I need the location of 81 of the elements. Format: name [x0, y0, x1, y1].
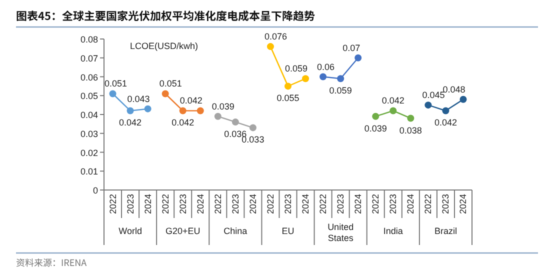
text: EU [282, 226, 294, 236]
x-tick-label: 2023 [283, 194, 293, 214]
point [109, 90, 116, 98]
data-label: 0.033 [242, 134, 264, 145]
x-tick-label: 2023 [440, 194, 451, 214]
x-tick-label: 2022 [370, 194, 381, 214]
data-label: 0.048 [442, 84, 466, 94]
point [407, 114, 414, 122]
data-label: 0.07 [342, 42, 360, 53]
x-tick-label: 2023 [178, 194, 188, 214]
point [302, 75, 310, 82]
data-label: 0.042 [180, 96, 202, 106]
data-label: 0.051 [104, 78, 128, 89]
chart-title: 图表45：全球主要国家光伏加权平均准化度电成本呈下降趋势 [16, 8, 315, 24]
point [266, 43, 274, 50]
point [460, 96, 467, 103]
y-tick-label: 0.07 [80, 53, 98, 64]
point [144, 105, 152, 112]
data-label: 0.076 [264, 32, 288, 42]
data-label: 0.051 [159, 78, 182, 89]
point [232, 118, 239, 126]
text: Brazil [434, 226, 457, 236]
y-tick-label: 0.06 [80, 72, 98, 82]
text: China [224, 226, 248, 236]
y-tick-label: 0.08 [80, 34, 98, 44]
text: India [383, 226, 403, 236]
x-tick-label: 2022 [160, 194, 170, 214]
point [320, 73, 327, 80]
y-tick-label: 0.03 [80, 128, 98, 139]
data-label: 0.039 [212, 101, 234, 112]
x-tick-label: 2024 [458, 194, 468, 214]
text: G20+EU [165, 226, 200, 236]
y-tick-label: 0 [92, 186, 98, 196]
data-label: 0.059 [284, 64, 308, 74]
data-label: 0.039 [364, 123, 387, 134]
text: World [118, 226, 142, 236]
x-tick-label: 2023 [336, 194, 346, 214]
point [214, 112, 222, 120]
point [354, 54, 362, 62]
data-label: 0.042 [172, 118, 194, 128]
point [196, 107, 204, 114]
data-label: 0.038 [399, 125, 422, 136]
point [179, 107, 186, 114]
point [390, 107, 397, 114]
data-label: 0.055 [276, 93, 300, 104]
x-tick-label: 2024 [353, 194, 364, 214]
x-tick-label: 2023 [230, 194, 240, 214]
data-label: 0.059 [329, 86, 352, 96]
x-tick-label: 2022 [265, 194, 276, 214]
x-tick-label: 2023 [388, 194, 398, 214]
x-tick-label: 2022 [423, 194, 434, 214]
y-tick-label: 0.04 [80, 110, 98, 120]
y-tick-label: 0.05 [80, 91, 98, 102]
y-axis-title: LCOE(USD/kwh) [130, 41, 198, 51]
y-tick-label: 0.02 [80, 148, 98, 158]
data-label: 0.043 [127, 94, 150, 104]
point [337, 75, 344, 82]
point [162, 90, 169, 98]
point [424, 102, 432, 109]
data-label: 0.045 [422, 90, 445, 100]
y-tick-label: 0.01 [80, 166, 98, 177]
data-label: 0.042 [382, 96, 404, 106]
x-tick-label: 2023 [125, 194, 136, 214]
point [249, 124, 256, 132]
text: 资料来源：IRENA [16, 256, 88, 269]
x-tick-label: 2024 [195, 194, 206, 214]
point [442, 107, 450, 114]
data-label: 0.042 [434, 118, 457, 128]
x-tick-label: 2024 [142, 194, 153, 214]
data-label: 0.06 [317, 62, 335, 72]
x-tick-label: 2024 [248, 194, 258, 214]
x-tick-label: 2024 [406, 194, 416, 214]
x-tick-label: 2022 [108, 194, 118, 214]
point [126, 107, 134, 114]
x-tick-label: 2024 [300, 194, 311, 214]
x-tick-label: 2022 [318, 194, 328, 214]
point [372, 112, 380, 120]
data-label: 0.042 [119, 118, 142, 128]
text: United States [328, 222, 354, 243]
x-tick-label: 2022 [212, 194, 223, 214]
point [284, 82, 292, 90]
